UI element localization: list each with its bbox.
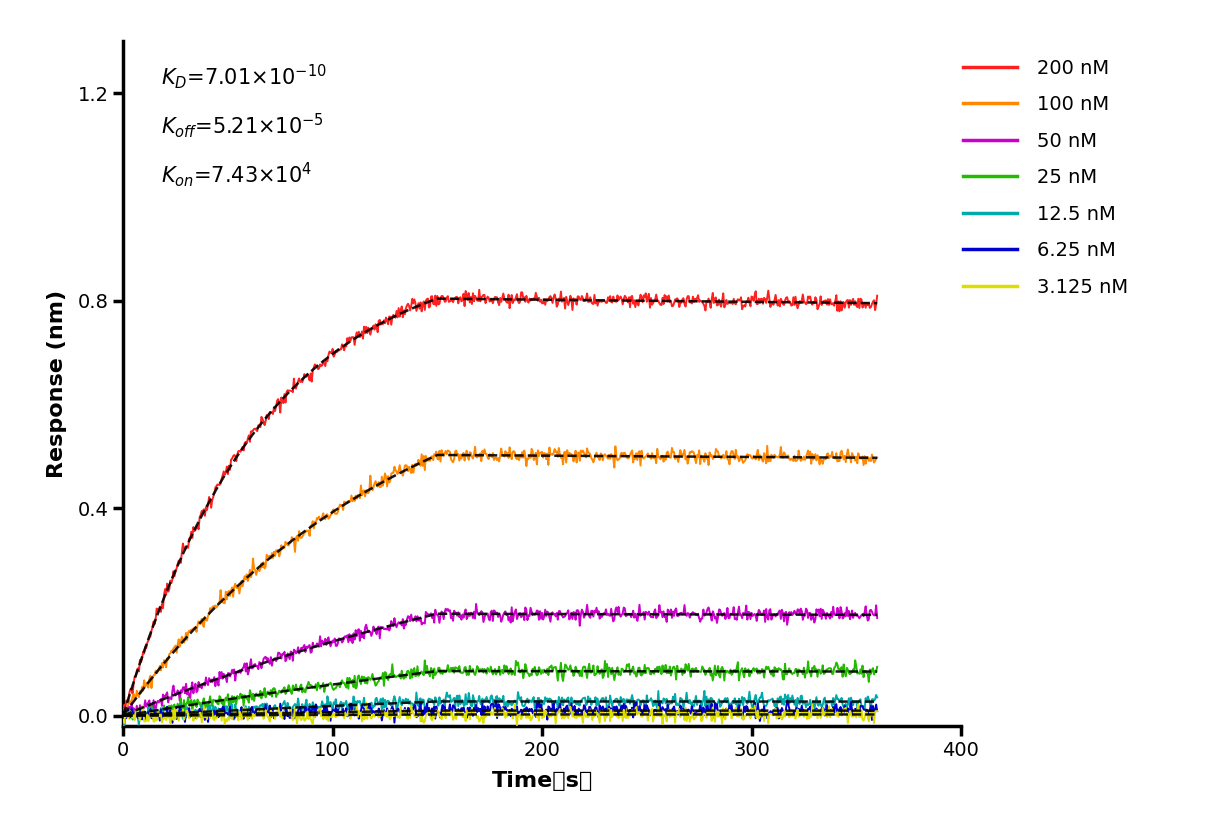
X-axis label: Time（s）: Time（s） bbox=[492, 771, 593, 790]
Legend: 200 nM, 100 nM, 50 nM, 25 nM, 12.5 nM, 6.25 nM, 3.125 nM: 200 nM, 100 nM, 50 nM, 25 nM, 12.5 nM, 6… bbox=[955, 51, 1136, 304]
Y-axis label: Response (nm): Response (nm) bbox=[47, 290, 67, 478]
Text: $K_D$=7.01×10$^{-10}$
$K_{off}$=5.21×10$^{-5}$
$K_{on}$=7.43×10$^4$: $K_D$=7.01×10$^{-10}$ $K_{off}$=5.21×10$… bbox=[161, 62, 326, 189]
